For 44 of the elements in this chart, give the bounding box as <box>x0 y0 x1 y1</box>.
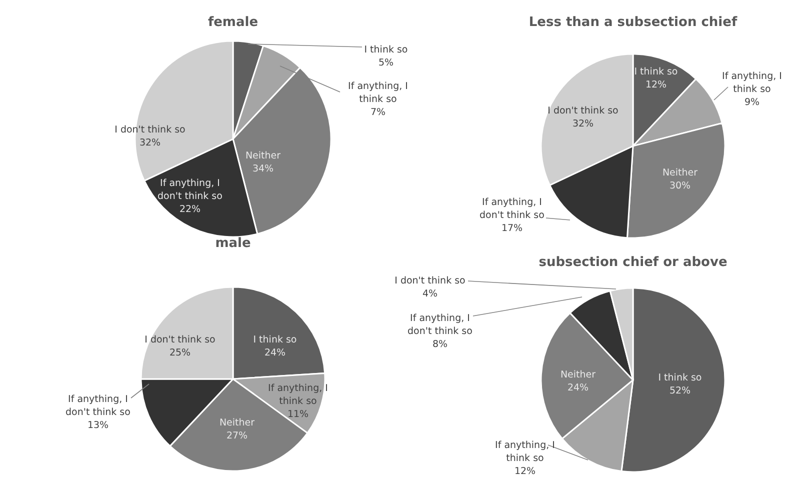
slice-label: I don't think so <box>144 334 216 346</box>
data-label: 32% <box>572 118 594 130</box>
slice-label: I think so <box>364 44 408 56</box>
chart-title: female <box>208 15 258 30</box>
data-label: 24% <box>264 348 286 358</box>
data-label: 9% <box>744 97 760 108</box>
data-label: 27% <box>226 430 248 442</box>
slice-label: Neither <box>662 168 698 178</box>
data-label: 8% <box>432 339 448 350</box>
chart-title: subsection chief or above <box>538 255 728 270</box>
data-label: 12% <box>645 80 667 90</box>
data-label: 22% <box>179 204 201 215</box>
data-label: 11% <box>287 409 309 420</box>
slice-label: If anything, I think so <box>722 71 782 95</box>
slice-label: Neither <box>245 150 281 162</box>
data-label: 24% <box>567 382 589 394</box>
data-label: 52% <box>669 386 691 396</box>
data-label: 17% <box>501 223 523 234</box>
slice-label: If anything, I don't think so <box>408 313 473 337</box>
data-label: 7% <box>370 107 386 118</box>
slice-label: If anything, I don't think so <box>158 178 223 202</box>
data-label: 4% <box>422 288 438 300</box>
slice-label: I don't think so <box>548 106 619 116</box>
slice-label: If anything, I don't think so <box>480 197 545 221</box>
slice-label: I think so <box>658 372 702 384</box>
slice-label: Neither <box>560 370 596 380</box>
chart-title: male <box>215 236 251 251</box>
slice-label: If anything, I don't think so <box>66 394 131 418</box>
slice-label: I think so <box>634 66 678 78</box>
data-label: 12% <box>514 466 536 477</box>
data-label: 5% <box>378 58 394 68</box>
slice-label: Neither <box>219 418 255 428</box>
slice-label: I don't think so <box>394 276 466 286</box>
chart-title: Less than a subsection chief <box>528 15 738 30</box>
data-label: 32% <box>139 138 161 148</box>
slice-label: I don't think so <box>114 124 186 136</box>
slice-label: I think so <box>253 334 297 346</box>
data-label: 30% <box>669 180 691 192</box>
data-label: 34% <box>252 164 274 174</box>
data-label: 13% <box>87 420 109 431</box>
slice-label: If anything, I think so <box>348 81 408 105</box>
slice-label: If anything, I think so <box>268 383 328 407</box>
slice-label: If anything, I think so <box>495 440 555 464</box>
data-label: 25% <box>169 348 191 358</box>
